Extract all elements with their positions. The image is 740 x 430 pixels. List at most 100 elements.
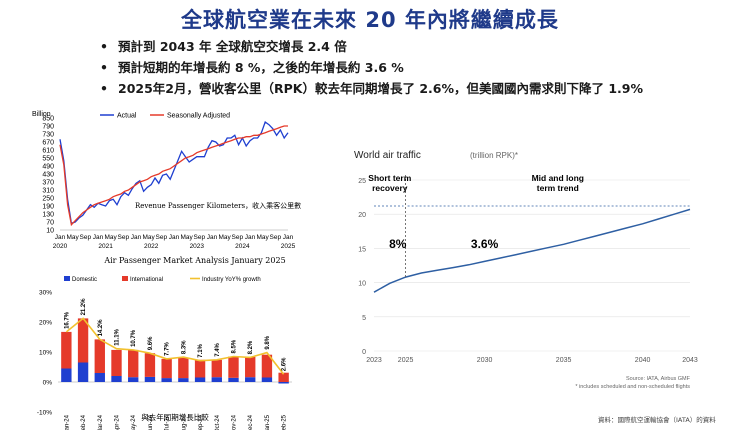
y-tick-label: 490 [42, 164, 54, 171]
chart-title-unit: (trillion RPK)* [470, 151, 518, 160]
y-tick-label: 0 [362, 349, 366, 356]
chart-caption: Air Passenger Market Analysis January 20… [103, 256, 285, 265]
y-tick-label: 250 [42, 196, 54, 203]
x-tick-label: 2023 [366, 357, 382, 364]
x-tick-label: Aug-24 [181, 414, 187, 430]
x-tick-month: Sep [270, 234, 282, 241]
bar-domestic [128, 377, 139, 382]
annotation-mid-long: Mid and long term trend [532, 173, 584, 193]
bar-international [144, 353, 156, 377]
page-title: 全球航空業在未來 20 年內將繼續成長 [181, 8, 559, 32]
y-tick-label: 550 [42, 156, 54, 163]
x-tick-month: Sep [232, 234, 244, 241]
x-tick-label: Apr-24 [115, 414, 121, 430]
x-tick-label: 2035 [556, 357, 572, 364]
data-label: 7.7% [165, 342, 171, 356]
x-tick-label: Mar-24 [98, 414, 104, 430]
y-tick-label: 370 [42, 180, 54, 187]
series-line-industry-yoy [65, 317, 285, 375]
x-tick-label: Feb-24 [81, 414, 87, 430]
y-tick-label: 20 [358, 212, 366, 219]
x-tick-year: 2023 [190, 243, 205, 250]
x-tick-month: Sep [118, 234, 130, 241]
y-tick-label: 430 [42, 172, 54, 179]
y-tick-label: 30% [39, 290, 52, 297]
x-tick-label: 2043 [682, 357, 698, 364]
x-tick-year: 2020 [53, 243, 68, 250]
y-tick-label: 10 [46, 228, 54, 235]
x-tick-month: May [143, 234, 156, 241]
data-label: 7.4% [215, 342, 221, 356]
x-tick-label: Oct-24 [215, 414, 221, 430]
bullet-item: • 預計到 2043 年 全球航空交增長 2.4 倍 [100, 36, 643, 57]
y-tick-label: 670 [42, 140, 54, 147]
bar-domestic [261, 377, 273, 382]
annotation-short-term: Short term recovery [368, 173, 411, 193]
x-tick-year: 2022 [144, 243, 159, 250]
y-tick-label: 10% [39, 350, 52, 357]
chart-title: World air traffic [354, 150, 421, 161]
yoy-growth-bar-chart: Domestic International Industry YoY% growt… [37, 276, 292, 430]
bar-international [261, 354, 273, 378]
x-tick-label: Feb-25 [282, 414, 288, 430]
data-label: 7.1% [198, 343, 204, 357]
bar-domestic [61, 368, 72, 382]
bar-international [111, 349, 122, 376]
bullet-symbol: • [100, 60, 108, 75]
data-label: 16.7% [64, 311, 70, 329]
bullet-text: 預計到 2043 年 全球航空交增長 2.4 倍 [118, 39, 347, 54]
bar-domestic [144, 376, 156, 382]
bar-international [161, 358, 172, 379]
chart-caption: 與去年同期增長比較 [141, 412, 209, 422]
bullet-item: • 預計短期的年增長約 8 %，之後的年增長約 3.6 % [100, 57, 643, 78]
bar-domestic [278, 382, 289, 384]
bar-domestic [178, 378, 189, 382]
y-tick-label: 190 [42, 204, 54, 211]
x-tick-month: May [257, 234, 270, 241]
x-tick-month: May [181, 234, 194, 241]
x-tick-month: May [219, 234, 232, 241]
x-tick-month: May [105, 234, 118, 241]
bar-international [245, 356, 256, 378]
data-label: 10.7% [131, 329, 137, 347]
data-label: 8.2% [248, 340, 254, 354]
rate-mid-long: 3.6% [471, 237, 499, 251]
y-tick-label: 310 [42, 188, 54, 195]
bar-international [128, 349, 139, 378]
x-tick-label: Nov-24 [232, 414, 238, 430]
bar-domestic [194, 377, 206, 382]
bar-domestic [111, 376, 122, 382]
y-tick-label: 15 [358, 246, 366, 253]
x-tick-label: Sep-24 [198, 414, 204, 430]
bar-international [178, 357, 189, 379]
x-tick-year: 2024 [235, 243, 250, 250]
data-label: 2.6% [282, 357, 288, 371]
y-tick-label: 25 [358, 178, 366, 185]
bullet-symbol: • [100, 81, 108, 96]
y-axis-label: Billion [32, 111, 51, 118]
bullet-symbol: • [100, 39, 108, 54]
credit-note: 資料：國際航空運輸協會（IATA）的資料 [598, 416, 716, 424]
x-tick-month: Sep [194, 234, 206, 241]
data-label: 21.2% [81, 298, 87, 316]
x-tick-month: Jan [93, 234, 104, 241]
bar-international [61, 331, 72, 369]
data-label: 8.3% [181, 340, 187, 354]
bullet-text: 預計短期的年增長約 8 %，之後的年增長約 3.6 % [118, 60, 404, 75]
legend-label: Industry YoY% growth [202, 277, 261, 283]
bar-international [211, 359, 222, 378]
y-tick-label: 730 [42, 132, 54, 139]
bullet-item: • 2025年2月，營收客公里（RPK）較去年同期增長了 2.6%，但美國國內需求… [100, 78, 643, 99]
footnote: * includes scheduled and non-scheduled f… [575, 384, 690, 390]
bar-international [228, 356, 239, 378]
bullet-text: 2025年2月，營收客公里（RPK）較去年同期增長了 2.6%，但美國國內需求則… [118, 81, 644, 96]
y-tick-label: -10% [37, 410, 52, 417]
x-tick-label: Dec-24 [248, 414, 254, 430]
y-tick-label: 790 [42, 124, 54, 131]
x-tick-month: Jan [55, 234, 66, 241]
x-tick-label: Jun-24 [148, 414, 154, 430]
world-air-traffic-chart: World air traffic (trillion RPK)* 0 5 10 15 20… [354, 150, 698, 390]
x-tick-label: Jul-24 [165, 414, 171, 430]
y-tick-label: 0% [43, 380, 53, 387]
bar-domestic [161, 378, 172, 382]
